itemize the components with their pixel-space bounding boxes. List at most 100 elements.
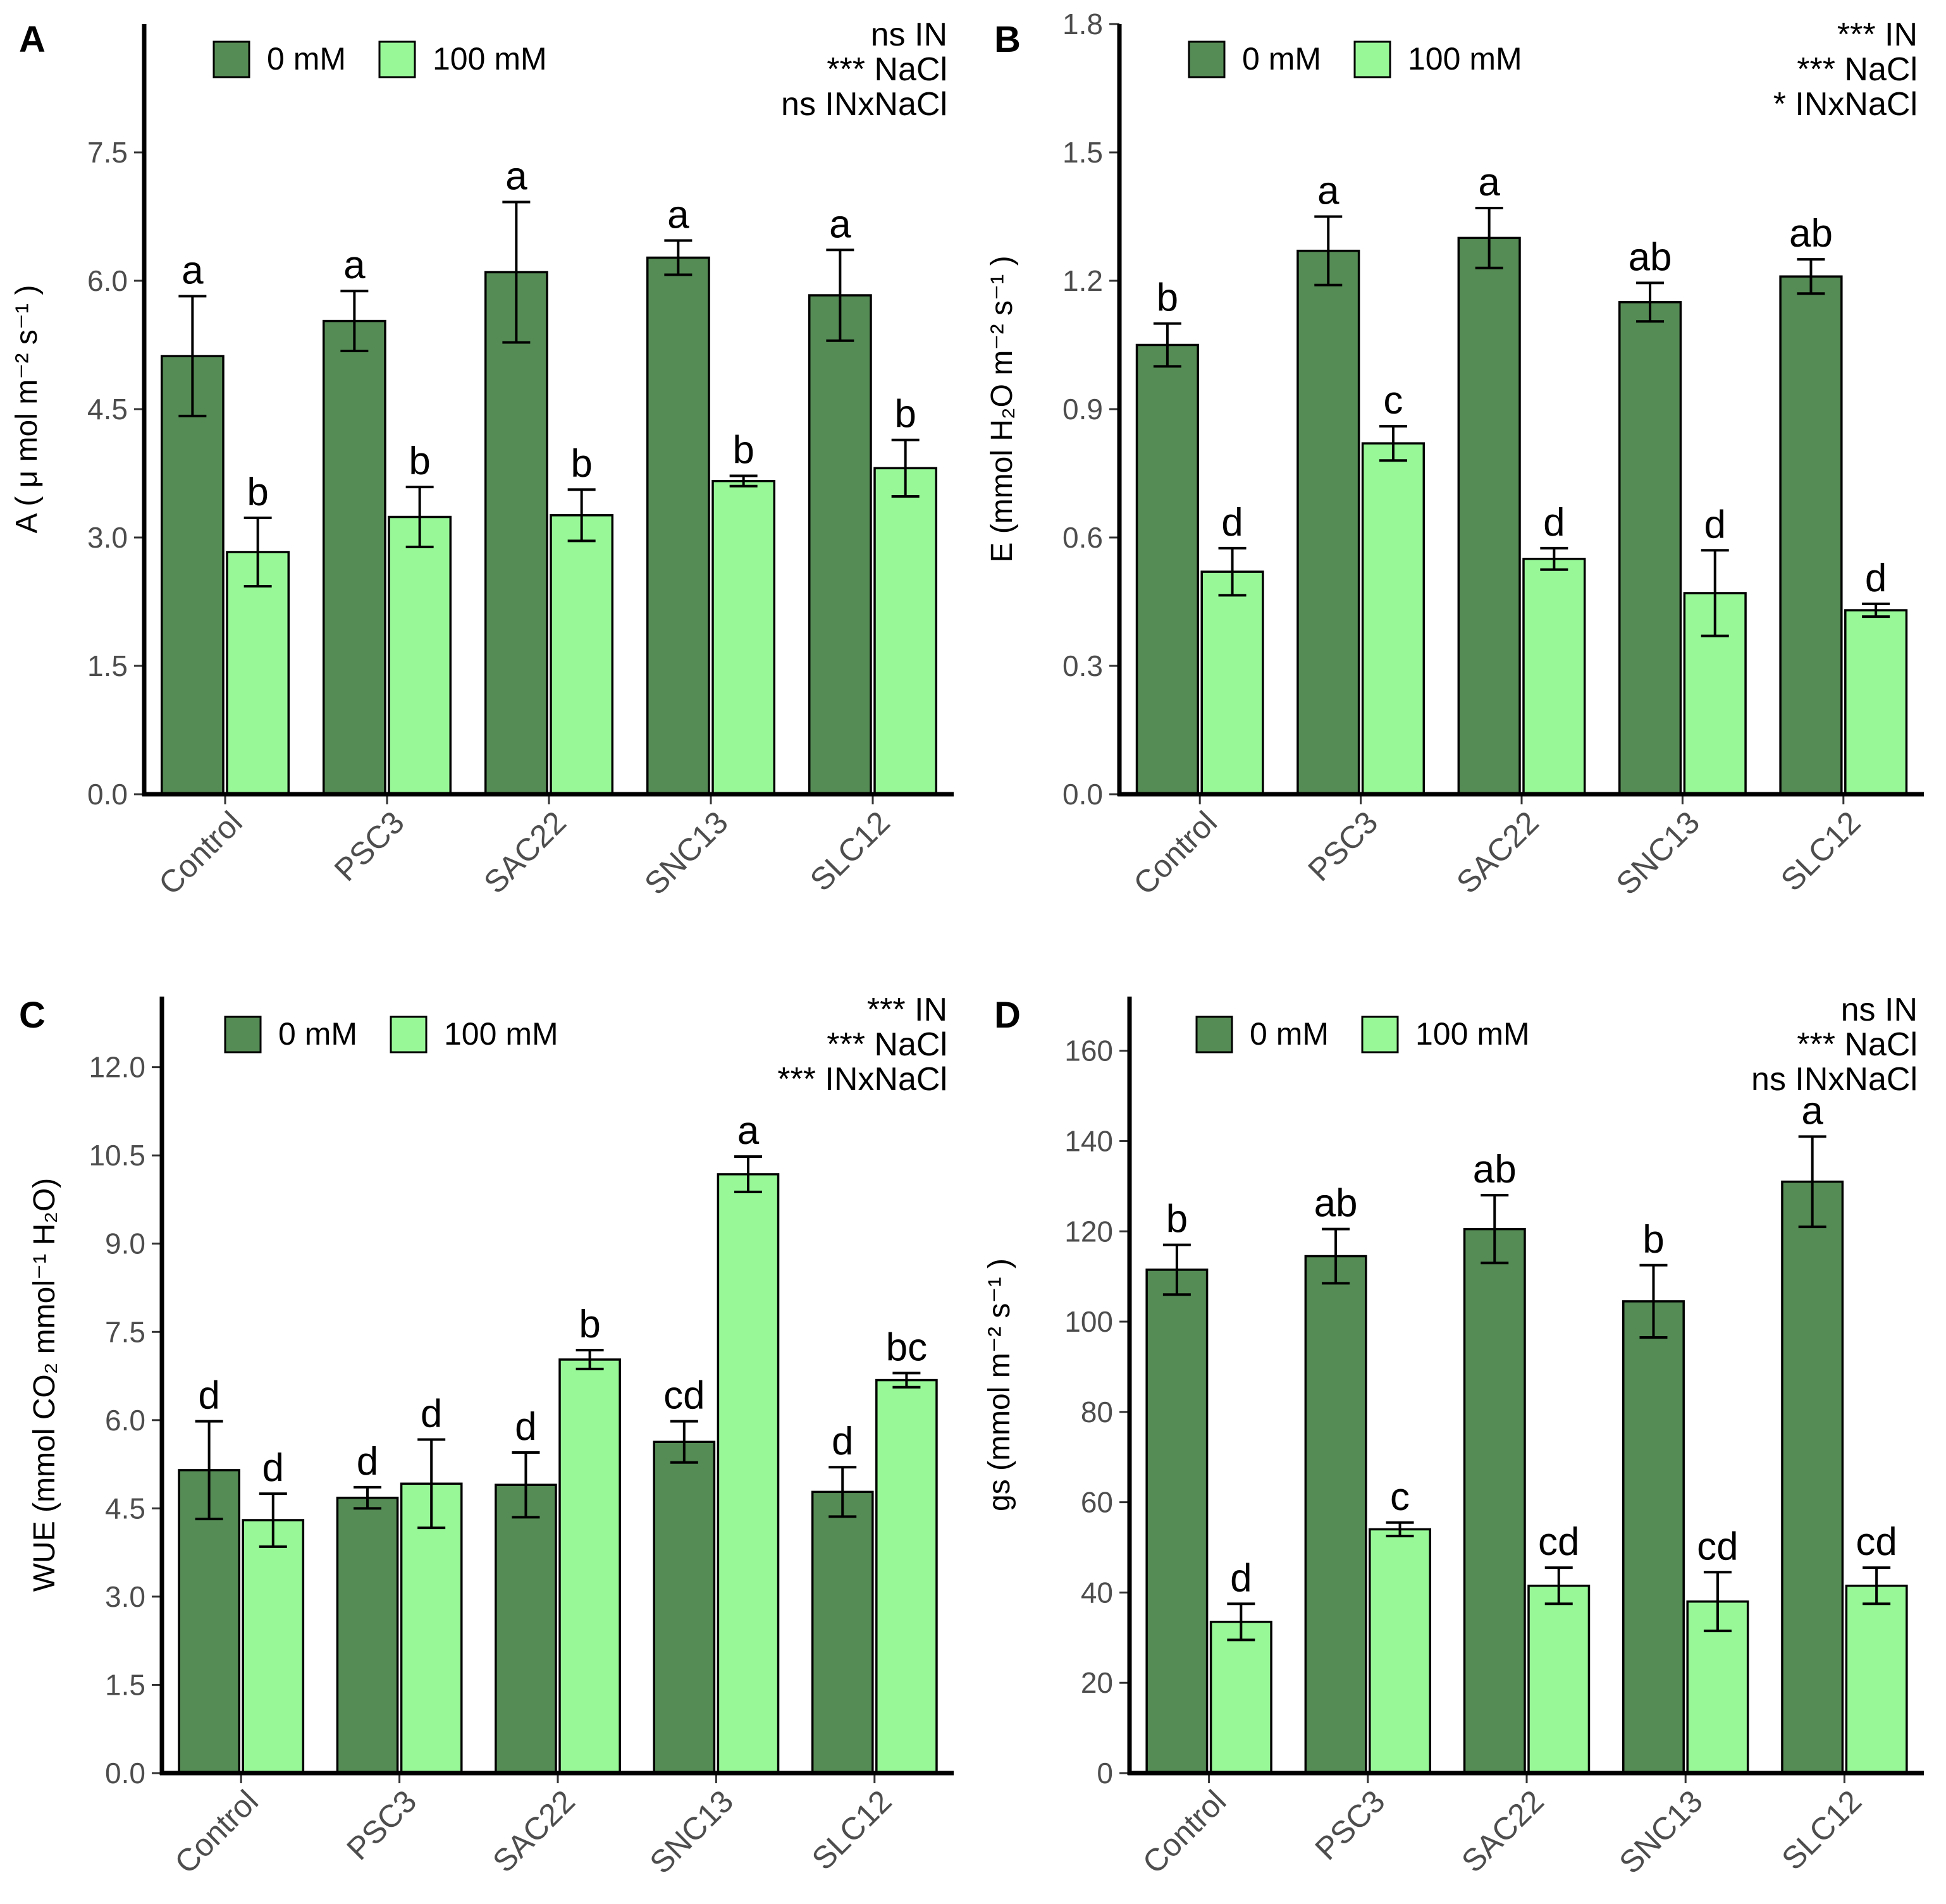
x-tick-label: SLC12	[1774, 804, 1868, 898]
stat-annotation: *** IN	[867, 992, 947, 1028]
bar-100mm-slc12	[875, 1379, 938, 1774]
legend-swatch-100mm	[1361, 1016, 1399, 1053]
y-tick-label: 3.0	[105, 1580, 145, 1613]
legend-swatch-0mm	[1188, 40, 1226, 78]
y-tick-label: 6.0	[87, 264, 128, 297]
significance-letter: d	[262, 1446, 284, 1490]
bar-0mm-control	[1145, 1268, 1209, 1774]
y-tick-label: 160	[1064, 1035, 1113, 1067]
y-axis-title: gs (mmol m⁻² s⁻¹ )	[983, 1258, 1016, 1511]
significance-letter: b	[1642, 1218, 1664, 1262]
y-tick-label: 4.5	[105, 1492, 145, 1525]
bar-100mm-sac22	[1522, 558, 1586, 795]
significance-letter: d	[357, 1440, 378, 1483]
y-tick-label: 120	[1064, 1215, 1113, 1248]
x-tick-label: SNC13	[643, 1783, 741, 1881]
y-axis-title: E (mmol H₂O m⁻² s⁻¹ )	[985, 255, 1019, 562]
significance-letter: d	[1865, 556, 1887, 600]
significance-letter: ab	[1789, 212, 1833, 255]
x-tick-label: SLC12	[1775, 1783, 1868, 1877]
significance-letter: d	[198, 1374, 219, 1418]
significance-letter: a	[1801, 1089, 1823, 1133]
legend-label: 0 mM	[1250, 1016, 1329, 1052]
stat-annotation: *** NaCl	[1797, 51, 1918, 88]
significance-letter: c	[1383, 379, 1403, 422]
bar-0mm-sac22	[1457, 236, 1521, 795]
bar-100mm-control	[242, 1519, 305, 1774]
legend: 0 mM 100 mM	[1188, 40, 1522, 78]
significance-letter: b	[579, 1303, 600, 1346]
bar-100mm-control	[226, 551, 290, 795]
significance-letter: c	[1390, 1475, 1410, 1519]
significance-letter: b	[1166, 1198, 1188, 1241]
bar-0mm-control	[160, 355, 225, 795]
legend-label: 100 mM	[444, 1016, 558, 1052]
significance-letter: a	[737, 1109, 760, 1153]
significance-letter: a	[182, 249, 204, 292]
y-tick-label: 0.0	[105, 1757, 145, 1790]
bar-100mm-psc3	[1369, 1528, 1432, 1774]
panel-label: C	[19, 995, 46, 1036]
stat-annotation: *** INxNaCl	[777, 1061, 947, 1098]
stat-annotation: ns INxNaCl	[1751, 1061, 1918, 1098]
legend: 0 mM 100 mM	[224, 1016, 558, 1053]
y-tick-label: 40	[1081, 1576, 1113, 1609]
legend-label: 0 mM	[267, 41, 346, 77]
y-tick-label: 0.0	[1062, 778, 1103, 811]
bar-100mm-sac22	[558, 1358, 621, 1774]
legend-label: 0 mM	[1242, 41, 1321, 77]
significance-letter: d	[515, 1405, 536, 1449]
significance-letter: cd	[1697, 1525, 1738, 1568]
significance-letter: ab	[1314, 1182, 1358, 1225]
bar-0mm-sac22	[495, 1483, 557, 1774]
bar-0mm-snc13	[1622, 1300, 1685, 1774]
x-tick-label: Control	[152, 804, 249, 902]
significance-letter: ab	[1473, 1148, 1517, 1191]
x-tick-label: SLC12	[803, 804, 897, 898]
legend-label: 100 mM	[1415, 1016, 1530, 1052]
legend: 0 mM 100 mM	[1195, 1016, 1530, 1053]
y-tick-label: 80	[1081, 1396, 1113, 1428]
x-tick-label: PSC3	[1309, 1783, 1392, 1867]
x-tick-label: Control	[1136, 1783, 1233, 1881]
significance-letter: b	[570, 442, 592, 486]
y-tick-label: 0.0	[87, 778, 128, 811]
x-tick-label: SNC13	[1612, 1783, 1709, 1881]
y-tick-label: 1.5	[105, 1668, 145, 1701]
x-tick-label: SAC22	[477, 804, 573, 900]
x-tick-label: SNC13	[637, 804, 735, 902]
y-tick-label: 7.5	[87, 136, 128, 169]
x-tick-label: SNC13	[1610, 804, 1707, 902]
significance-letter: d	[421, 1392, 442, 1436]
bar-0mm-snc13	[646, 256, 710, 795]
x-tick-label: PSC3	[328, 804, 411, 888]
significance-letter: cd	[1538, 1520, 1579, 1564]
legend-swatch-100mm	[378, 40, 416, 78]
x-tick-label: SLC12	[805, 1783, 899, 1877]
bar-100mm-snc13	[717, 1173, 780, 1774]
significance-letter: a	[667, 193, 689, 236]
x-tick-label: SAC22	[486, 1783, 582, 1879]
bar-0mm-psc3	[336, 1496, 399, 1774]
stat-annotation: *** NaCl	[827, 51, 947, 88]
bar-100mm-control	[1200, 570, 1264, 795]
y-tick-label: 0	[1097, 1757, 1113, 1790]
bar-100mm-slc12	[873, 467, 938, 795]
significance-letter: b	[409, 439, 430, 483]
y-tick-label: 3.0	[87, 521, 128, 554]
bar-0mm-slc12	[1779, 275, 1843, 795]
bar-0mm-slc12	[811, 1490, 874, 1774]
bar-0mm-control	[1135, 343, 1199, 795]
y-tick-label: 100	[1064, 1305, 1113, 1338]
significance-letter: b	[1157, 276, 1178, 320]
y-axis-title: A ( μ mol m⁻² s⁻¹ )	[10, 285, 44, 534]
bar-100mm-slc12	[1845, 1584, 1908, 1774]
significance-letter: a	[829, 202, 851, 246]
y-tick-label: 12.0	[89, 1051, 145, 1084]
bar-0mm-psc3	[1304, 1255, 1367, 1774]
stat-annotation: ns INxNaCl	[781, 86, 947, 123]
stat-annotation: *** IN	[1837, 16, 1918, 53]
x-tick-label: PSC3	[1301, 804, 1384, 888]
significance-letter: a	[505, 154, 527, 198]
